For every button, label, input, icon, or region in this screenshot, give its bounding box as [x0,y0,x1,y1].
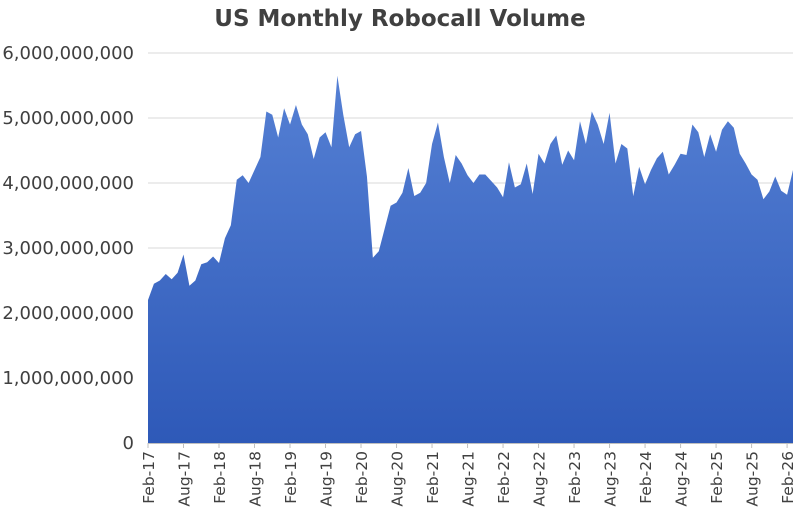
y-tick-label: 0 [123,433,134,454]
y-tick-label: 1,000,000,000 [2,368,134,389]
x-tick-label: Aug-23 [602,451,620,507]
x-tick-label: Feb-26 [779,451,797,504]
x-tick-label: Aug-25 [744,451,762,507]
x-tick-label: Feb-21 [424,451,442,504]
x-tick-label: Feb-22 [495,451,513,504]
x-axis: Feb-17 Aug-17 Feb-18 Aug-18 Feb-19 Aug-19 Feb-… [140,443,797,507]
x-tick-label: Feb-17 [140,451,158,504]
y-tick-label: 4,000,000,000 [2,173,134,194]
y-tick-label: 2,000,000,000 [2,303,134,324]
x-tick-label: Feb-19 [282,451,300,504]
x-tick-label: Aug-17 [176,451,194,507]
x-tick-label: Feb-18 [211,451,229,504]
x-tick-label: Aug-22 [531,451,549,507]
x-tick-label: Aug-19 [318,451,336,507]
x-tick-label: Aug-24 [673,451,691,507]
x-tick-label: Aug-18 [247,451,265,507]
robocall-volume-area [148,75,793,443]
chart-title: US Monthly Robocall Volume [214,6,586,32]
x-tick-label: Aug-20 [389,451,407,507]
y-axis: 0 1,000,000,000 2,000,000,000 3,000,000,000… [2,43,134,454]
y-tick-label: 6,000,000,000 [2,43,134,64]
plot-area [148,75,793,443]
x-tick-label: Feb-24 [637,451,655,504]
x-tick-label: Aug-21 [460,451,478,507]
y-tick-label: 3,000,000,000 [2,238,134,259]
x-tick-label: Feb-20 [353,451,371,504]
x-tick-label: Feb-25 [708,451,726,504]
x-tick-label: Feb-23 [566,451,584,504]
y-tick-label: 5,000,000,000 [2,108,134,129]
